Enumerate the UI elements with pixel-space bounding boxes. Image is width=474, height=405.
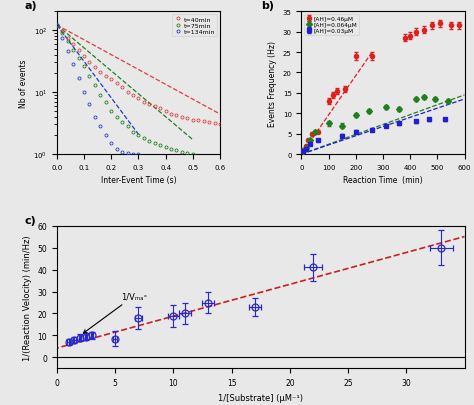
t=40min bbox=[173, 114, 179, 119]
Legend: [AH]=0.46μM, [AH]=0.064μM, [AH]=0.03μM: [AH]=0.46μM, [AH]=0.064μM, [AH]=0.03μM bbox=[304, 15, 359, 36]
t=75min bbox=[152, 141, 157, 146]
t=40min bbox=[92, 66, 98, 70]
t=134min bbox=[54, 23, 60, 28]
Text: -1/Kₘ: -1/Kₘ bbox=[0, 404, 1, 405]
t=40min bbox=[87, 61, 92, 66]
t=40min bbox=[179, 115, 185, 120]
t=40min bbox=[168, 112, 174, 117]
t=75min bbox=[54, 23, 60, 28]
Y-axis label: 1/(Reaction Velocity) (min/Hz): 1/(Reaction Velocity) (min/Hz) bbox=[23, 234, 32, 360]
t=134min bbox=[98, 125, 103, 130]
t=75min bbox=[65, 40, 71, 45]
t=40min bbox=[190, 118, 196, 123]
X-axis label: Inter-Event Time (s): Inter-Event Time (s) bbox=[100, 176, 176, 185]
X-axis label: Reaction Time  (min): Reaction Time (min) bbox=[343, 176, 423, 185]
t=40min bbox=[125, 90, 130, 95]
t=134min bbox=[130, 152, 136, 157]
Legend: t=40min, t=75min, t=134min: t=40min, t=75min, t=134min bbox=[172, 15, 217, 37]
t=75min bbox=[130, 130, 136, 135]
t=75min bbox=[92, 83, 98, 88]
t=75min bbox=[190, 152, 196, 157]
t=40min bbox=[103, 75, 109, 79]
t=40min bbox=[114, 81, 119, 86]
t=75min bbox=[109, 109, 114, 114]
t=134min bbox=[125, 151, 130, 156]
t=134min bbox=[114, 147, 119, 152]
t=134min bbox=[103, 134, 109, 139]
Y-axis label: Events Frequency (Hz): Events Frequency (Hz) bbox=[268, 40, 277, 126]
t=75min bbox=[87, 75, 92, 79]
t=40min bbox=[76, 48, 82, 53]
t=40min bbox=[206, 120, 212, 125]
t=134min bbox=[92, 115, 98, 120]
t=134min bbox=[59, 36, 65, 41]
t=75min bbox=[114, 115, 119, 120]
t=75min bbox=[173, 149, 179, 153]
t=75min bbox=[81, 65, 87, 70]
t=40min bbox=[65, 36, 71, 41]
Text: b): b) bbox=[261, 1, 273, 11]
t=40min bbox=[54, 23, 60, 28]
t=134min bbox=[87, 102, 92, 107]
t=134min bbox=[65, 50, 71, 55]
t=134min bbox=[136, 152, 141, 157]
t=40min bbox=[201, 119, 207, 124]
t=40min bbox=[217, 122, 223, 127]
t=134min bbox=[81, 90, 87, 95]
t=40min bbox=[59, 30, 65, 34]
t=40min bbox=[136, 96, 141, 101]
t=75min bbox=[184, 151, 190, 156]
Text: c): c) bbox=[24, 215, 36, 225]
t=75min bbox=[103, 100, 109, 105]
t=40min bbox=[152, 104, 157, 109]
t=75min bbox=[98, 93, 103, 98]
t=40min bbox=[81, 54, 87, 59]
t=40min bbox=[163, 109, 168, 114]
t=40min bbox=[119, 85, 125, 90]
t=40min bbox=[109, 78, 114, 83]
t=40min bbox=[130, 93, 136, 98]
t=40min bbox=[141, 100, 146, 105]
t=40min bbox=[157, 107, 163, 111]
t=40min bbox=[184, 116, 190, 121]
t=75min bbox=[59, 31, 65, 36]
Text: a): a) bbox=[24, 1, 37, 11]
t=134min bbox=[76, 76, 82, 81]
Y-axis label: Nb of events: Nb of events bbox=[19, 59, 28, 108]
t=75min bbox=[70, 48, 76, 53]
t=75min bbox=[125, 125, 130, 130]
t=40min bbox=[98, 70, 103, 75]
t=75min bbox=[163, 145, 168, 150]
t=75min bbox=[76, 57, 82, 62]
t=40min bbox=[212, 121, 218, 126]
t=134min bbox=[109, 141, 114, 146]
t=75min bbox=[146, 140, 152, 145]
t=40min bbox=[146, 102, 152, 107]
t=134min bbox=[119, 150, 125, 155]
t=75min bbox=[179, 150, 185, 155]
X-axis label: 1/[Substrate] (μM⁻¹): 1/[Substrate] (μM⁻¹) bbox=[218, 393, 303, 402]
Line: t=75min: t=75min bbox=[55, 24, 194, 156]
t=75min bbox=[157, 143, 163, 148]
Line: t=40min: t=40min bbox=[55, 24, 221, 126]
t=40min bbox=[195, 119, 201, 124]
t=40min bbox=[70, 42, 76, 47]
t=134min bbox=[70, 63, 76, 68]
t=75min bbox=[141, 136, 146, 141]
Line: t=134min: t=134min bbox=[55, 24, 140, 156]
t=75min bbox=[168, 147, 174, 152]
t=75min bbox=[136, 134, 141, 139]
t=75min bbox=[119, 120, 125, 125]
Text: 1/Vₘₐˣ: 1/Vₘₐˣ bbox=[83, 292, 147, 333]
